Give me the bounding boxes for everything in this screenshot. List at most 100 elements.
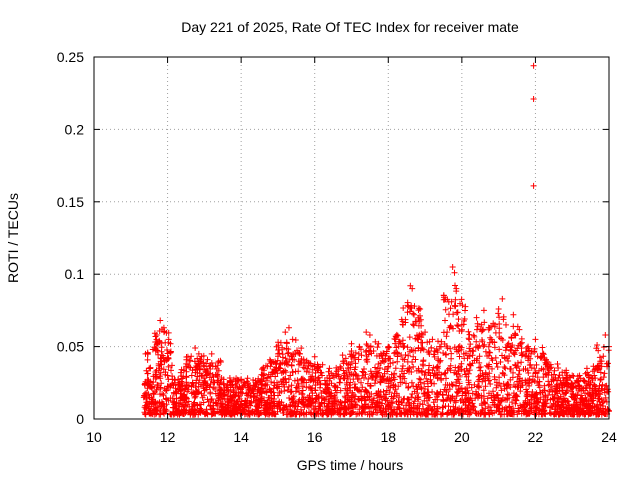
x-tick-label: 16 <box>307 429 323 445</box>
data-point <box>363 329 370 336</box>
y-tick-label: 0.25 <box>57 49 84 65</box>
data-point <box>569 372 576 379</box>
plot-frame <box>93 56 610 420</box>
y-axis-label: ROTI / TECUs <box>5 193 21 283</box>
data-point <box>304 365 311 372</box>
data-point <box>201 379 208 386</box>
data-point <box>480 307 487 314</box>
data-point <box>436 343 443 350</box>
data-point <box>422 329 429 336</box>
data-point <box>195 350 202 357</box>
x-tick-label: 20 <box>454 429 470 445</box>
x-tick-label: 24 <box>601 429 617 445</box>
data-point <box>146 365 153 372</box>
data-point <box>473 314 480 321</box>
data-point <box>164 372 171 379</box>
data-point <box>414 336 421 343</box>
data-point <box>326 365 333 372</box>
data-point <box>503 321 509 328</box>
data-point <box>602 332 609 339</box>
data-point <box>192 345 199 352</box>
data-point <box>267 358 274 365</box>
data-point <box>530 182 537 189</box>
data-point <box>186 358 193 365</box>
y-tick-label: 0 <box>76 411 84 427</box>
data-point <box>260 372 267 379</box>
data-points-layer <box>142 62 612 396</box>
data-point <box>149 346 156 353</box>
data-point <box>208 350 215 357</box>
x-tick-label: 18 <box>380 429 396 445</box>
data-point <box>311 353 318 360</box>
data-point <box>333 368 340 375</box>
data-point <box>179 375 186 382</box>
data-point <box>238 389 245 396</box>
data-point <box>598 358 605 365</box>
data-point <box>453 285 460 292</box>
data-point <box>488 336 495 343</box>
data-point <box>341 358 348 365</box>
data-point <box>458 321 465 328</box>
data-point <box>160 324 167 331</box>
data-point <box>530 95 537 102</box>
data-point <box>223 384 230 391</box>
data-point <box>355 350 362 357</box>
data-point <box>289 336 296 343</box>
data-point <box>274 350 281 357</box>
data-point <box>319 372 326 379</box>
data-point <box>477 326 484 333</box>
data-point <box>216 384 223 391</box>
data-point <box>171 379 178 386</box>
x-tick-label: 10 <box>86 429 102 445</box>
data-point <box>583 365 590 372</box>
data-point <box>466 336 473 343</box>
data-point <box>377 350 384 357</box>
data-point <box>449 263 456 270</box>
data-point <box>157 317 164 324</box>
data-point <box>385 343 392 350</box>
y-tick-label: 0.1 <box>65 266 85 282</box>
x-axis-label: GPS time / hours <box>297 457 404 473</box>
data-point <box>285 324 292 331</box>
data-point <box>366 332 373 339</box>
data-point <box>530 62 537 69</box>
data-point <box>444 329 451 336</box>
data-point <box>409 285 416 292</box>
data-point <box>495 305 502 312</box>
data-point <box>517 340 524 347</box>
data-point <box>491 321 498 328</box>
data-point <box>576 372 583 379</box>
x-tick-label: 14 <box>233 429 249 445</box>
data-point <box>510 311 517 318</box>
data-point <box>539 350 546 357</box>
data-point <box>525 343 532 350</box>
roti-sample-cloud <box>140 282 612 418</box>
x-tick-label: 22 <box>528 429 544 445</box>
data-point <box>297 350 303 357</box>
data-point <box>532 336 539 343</box>
data-point <box>411 311 418 318</box>
data-point <box>230 387 237 394</box>
data-point <box>153 336 160 343</box>
data-point <box>370 347 377 354</box>
chart-title: Day 221 of 2025, Rate Of TEC Index for r… <box>181 19 519 35</box>
noise-cloud-layer <box>140 282 612 418</box>
data-point <box>245 387 252 394</box>
y-tick-label: 0.2 <box>65 121 85 137</box>
data-point <box>591 372 598 379</box>
data-point <box>554 360 561 367</box>
y-tick-label: 0.05 <box>57 339 84 355</box>
data-point <box>547 365 554 372</box>
ticks-layer: 10 12 14 16 18 20 22 24 0 0.05 0.1 0.15 0.2 0.25 <box>57 49 617 445</box>
data-point <box>429 336 436 343</box>
data-point <box>348 340 355 347</box>
y-tick-label: 0.15 <box>57 194 84 210</box>
data-point <box>392 336 399 343</box>
grid-layer <box>94 57 609 419</box>
data-point <box>282 329 289 336</box>
data-point <box>400 321 406 328</box>
data-point <box>499 295 506 302</box>
data-point <box>451 269 458 276</box>
